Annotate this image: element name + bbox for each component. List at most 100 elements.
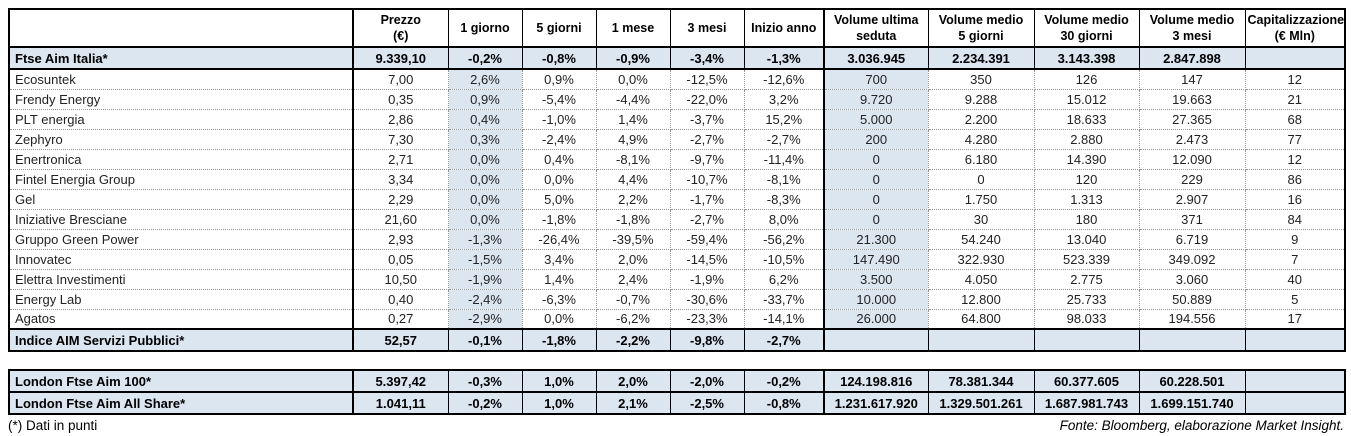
value-cell: 60.377.605	[1033, 369, 1140, 393]
value-cell: -1,8%	[596, 209, 671, 230]
row-label: PLT energia	[9, 109, 354, 130]
value-cell: 1,0%	[521, 369, 597, 393]
header-row: Prezzo (€) 1 giorno 5 giorni 1 mese 3 mesi Ini…	[8, 8, 1346, 48]
value-cell: -6,2%	[596, 309, 671, 330]
value-cell: 3,2%	[744, 89, 825, 110]
value-cell: -2,7%	[744, 129, 825, 150]
row-label: Indice AIM Servizi Pubblici*	[8, 328, 354, 352]
value-cell: 2.234.391	[927, 46, 1035, 70]
table-row-frendy-energy: Frendy Energy 0,35 0,9% -5,4% -4,4% -22,0% 3,2…	[9, 89, 1346, 110]
value-cell: 15.012	[1034, 89, 1140, 110]
value-cell: 3,34	[352, 169, 449, 190]
value-cell: 21,60	[352, 209, 449, 230]
table-row-gruppo-green-power: Gruppo Green Power 2,93 -1,3% -26,4% -39,5% -…	[9, 229, 1346, 250]
value-cell: -0,2%	[743, 369, 825, 393]
value-cell: 120	[1034, 169, 1140, 190]
header-l1: Volume ultima	[833, 12, 919, 27]
value-cell: 9.720	[823, 89, 929, 110]
footer: (*) Dati in punti Fonte: Bloomberg, elab…	[8, 418, 1344, 433]
value-cell: -2,0%	[669, 369, 745, 393]
row-label: London Ftse Aim All Share*	[8, 391, 354, 415]
value-cell: 3.500	[823, 269, 929, 290]
col-header-prezzo: Prezzo (€)	[352, 8, 449, 48]
header-l1: Inizio anno	[751, 20, 817, 35]
london-aim-table: London Ftse Aim 100* 5.397,42 -0,3% 1,0% 2,0…	[8, 369, 1346, 415]
value-cell: 68	[1245, 109, 1346, 130]
value-cell: -0,7%	[596, 289, 671, 310]
table-row-innovatec: Innovatec 0,05 -1,5% 3,4% 2,0% -14,5% -10,5% 14…	[9, 249, 1346, 270]
value-cell: 322.930	[928, 249, 1035, 270]
value-cell: -0,1%	[447, 328, 523, 352]
value-cell: 180	[1034, 209, 1140, 230]
value-cell: 1,4%	[596, 109, 671, 130]
value-cell: -5,4%	[522, 89, 597, 110]
value-cell: -39,5%	[596, 229, 671, 250]
value-cell: 12.090	[1139, 149, 1246, 170]
table-row-london-ftse-aim-all-share: London Ftse Aim All Share* 1.041,11 -0,2% 1…	[8, 391, 1346, 415]
value-cell: 2,1%	[595, 391, 671, 415]
value-cell	[1244, 328, 1346, 352]
value-cell: 2,6%	[448, 69, 523, 90]
value-cell: -0,8%	[743, 391, 825, 415]
value-cell: 7	[1245, 249, 1346, 270]
table-row-plt-energia: PLT energia 2,86 0,4% -1,0% 1,4% -3,7% 15,2% 5.…	[9, 109, 1346, 130]
value-cell: -6,3%	[522, 289, 597, 310]
value-cell: 64.800	[928, 309, 1035, 330]
value-cell: -12,6%	[744, 69, 825, 90]
value-cell: 3.060	[1139, 269, 1246, 290]
value-cell: 0	[823, 149, 929, 170]
value-cell: 0,0%	[522, 169, 597, 190]
value-cell: -9,8%	[669, 328, 745, 352]
header-l1: Volume medio	[1149, 12, 1235, 27]
col-header-volume-ultima-seduta: Volume ultima seduta	[823, 8, 929, 48]
col-header-volume-medio-5-giorni: Volume medio 5 giorni	[927, 8, 1035, 48]
value-cell: 10.000	[823, 289, 929, 310]
value-cell: 7,00	[352, 69, 449, 90]
value-cell: -8,3%	[744, 189, 825, 210]
value-cell: 0,4%	[522, 149, 597, 170]
value-cell: 4.280	[928, 129, 1035, 150]
value-cell: 1,0%	[521, 391, 597, 415]
value-cell: 0,0%	[448, 169, 523, 190]
value-cell: -1,9%	[448, 269, 523, 290]
value-cell: -8,1%	[744, 169, 825, 190]
value-cell: 19.663	[1139, 89, 1246, 110]
value-cell: 2.473	[1139, 129, 1246, 150]
value-cell: 16	[1245, 189, 1346, 210]
value-cell: -2,4%	[448, 289, 523, 310]
value-cell: -2,4%	[522, 129, 597, 150]
value-cell: 5	[1245, 289, 1346, 310]
section-gap	[8, 352, 1344, 369]
value-cell: 30	[928, 209, 1035, 230]
value-cell: 0,9%	[448, 89, 523, 110]
value-cell: 0,0%	[522, 309, 597, 330]
header-l1: Volume medio	[1044, 12, 1129, 27]
row-label: Zephyro	[9, 129, 354, 150]
col-header-1-giorno: 1 giorno	[447, 8, 523, 48]
value-cell: 2,93	[352, 229, 449, 250]
value-cell: -2,7%	[670, 129, 745, 150]
row-label: Fintel Energia Group	[9, 169, 354, 190]
value-cell: 5.397,42	[352, 369, 449, 393]
col-header-3-mesi: 3 mesi	[669, 8, 745, 48]
value-cell: 0,0%	[596, 69, 671, 90]
value-cell: -4,4%	[596, 89, 671, 110]
value-cell: 4,4%	[596, 169, 671, 190]
value-cell: 6.180	[928, 149, 1035, 170]
value-cell: 0,9%	[522, 69, 597, 90]
header-l2: (€)	[393, 29, 409, 43]
value-cell: 2,0%	[596, 249, 671, 270]
value-cell: 1.687.981.743	[1033, 391, 1140, 415]
value-cell: 2.880	[1034, 129, 1140, 150]
value-cell: 14.390	[1034, 149, 1140, 170]
header-l1: 5 giorni	[536, 20, 582, 35]
value-cell: 229	[1139, 169, 1246, 190]
value-cell: -26,4%	[522, 229, 597, 250]
value-cell: 2,29	[352, 189, 449, 210]
value-cell: 86	[1245, 169, 1346, 190]
value-cell: 2.775	[1034, 269, 1140, 290]
value-cell: -1,0%	[522, 109, 597, 130]
value-cell: 21	[1245, 89, 1346, 110]
value-cell: 0,35	[352, 89, 449, 110]
value-cell: 18.633	[1034, 109, 1140, 130]
